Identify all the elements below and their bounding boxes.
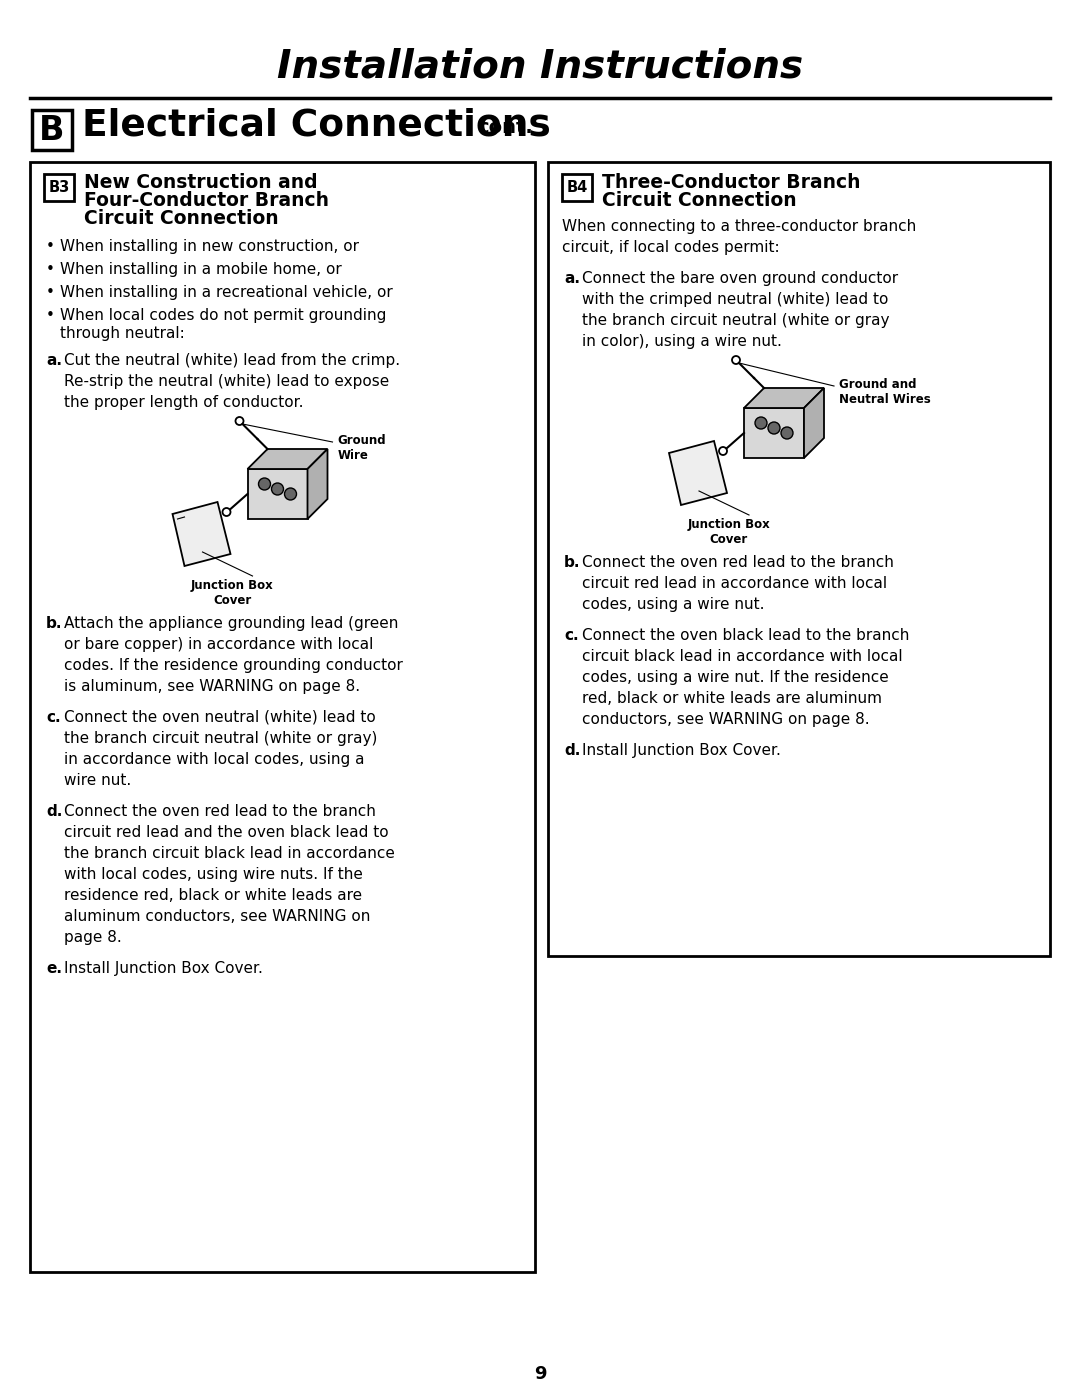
Polygon shape [744, 388, 824, 408]
Text: through neutral:: through neutral: [60, 326, 185, 341]
Text: the branch circuit neutral (white or gray): the branch circuit neutral (white or gra… [64, 731, 377, 746]
Text: Junction Box
Cover: Junction Box Cover [191, 578, 274, 608]
Text: or bare copper) in accordance with local: or bare copper) in accordance with local [64, 637, 374, 652]
Bar [548, 162, 1050, 956]
Text: Connect the bare oven ground conductor: Connect the bare oven ground conductor [582, 271, 899, 286]
Text: Ground
Wire: Ground Wire [337, 434, 387, 462]
Text: circuit red lead and the oven black lead to: circuit red lead and the oven black lead… [64, 826, 389, 840]
Text: B3: B3 [49, 180, 69, 196]
Text: 9: 9 [534, 1365, 546, 1383]
Text: codes, using a wire nut.: codes, using a wire nut. [582, 597, 765, 612]
Text: cont.: cont. [477, 117, 532, 137]
Polygon shape [308, 448, 327, 520]
Text: b.: b. [46, 616, 63, 631]
Text: a.: a. [564, 271, 580, 286]
Text: Three-Conductor Branch: Three-Conductor Branch [602, 173, 861, 191]
Text: page 8.: page 8. [64, 930, 122, 944]
Text: codes, using a wire nut. If the residence: codes, using a wire nut. If the residenc… [582, 671, 889, 685]
Text: codes. If the residence grounding conductor: codes. If the residence grounding conduc… [64, 658, 403, 673]
FancyBboxPatch shape [32, 110, 72, 149]
Text: a.: a. [46, 353, 62, 367]
Text: When installing in a recreational vehicle, or: When installing in a recreational vehicl… [60, 285, 393, 300]
Circle shape [258, 478, 270, 490]
Text: Connect the oven black lead to the branch: Connect the oven black lead to the branc… [582, 629, 909, 643]
Text: Four-Conductor Branch: Four-Conductor Branch [84, 191, 329, 210]
Text: •: • [46, 263, 55, 277]
Text: Connect the oven red lead to the branch: Connect the oven red lead to the branch [582, 555, 894, 570]
Polygon shape [247, 448, 327, 469]
Text: Connect the oven red lead to the branch: Connect the oven red lead to the branch [64, 805, 376, 819]
Text: When local codes do not permit grounding: When local codes do not permit grounding [60, 307, 387, 323]
Circle shape [755, 416, 767, 429]
Text: residence red, black or white leads are: residence red, black or white leads are [64, 888, 362, 902]
Text: the branch circuit neutral (white or gray: the branch circuit neutral (white or gra… [582, 313, 890, 328]
Text: circuit black lead in accordance with local: circuit black lead in accordance with lo… [582, 650, 903, 664]
Bar [30, 162, 535, 1273]
Text: the proper length of conductor.: the proper length of conductor. [64, 395, 303, 409]
Text: circuit red lead in accordance with local: circuit red lead in accordance with loca… [582, 576, 887, 591]
Text: Electrical Connections: Electrical Connections [82, 108, 551, 144]
Text: When installing in a mobile home, or: When installing in a mobile home, or [60, 263, 341, 277]
Text: c.: c. [46, 710, 60, 725]
Text: Circuit Connection: Circuit Connection [602, 191, 797, 210]
FancyBboxPatch shape [562, 175, 592, 201]
Text: When installing in new construction, or: When installing in new construction, or [60, 239, 359, 254]
Text: d.: d. [564, 743, 580, 759]
Text: circuit, if local codes permit:: circuit, if local codes permit: [562, 240, 780, 256]
Text: Cut the neutral (white) lead from the crimp.: Cut the neutral (white) lead from the cr… [64, 353, 400, 367]
Text: d.: d. [46, 805, 63, 819]
Text: •: • [46, 239, 55, 254]
Text: Connect the oven neutral (white) lead to: Connect the oven neutral (white) lead to [64, 710, 376, 725]
Text: conductors, see WARNING on page 8.: conductors, see WARNING on page 8. [582, 712, 869, 726]
Text: e.: e. [46, 961, 62, 977]
Circle shape [271, 483, 283, 495]
Text: red, black or white leads are aluminum: red, black or white leads are aluminum [582, 692, 882, 705]
Text: B4: B4 [566, 180, 588, 196]
Text: Installation Instructions: Installation Instructions [276, 47, 804, 87]
Text: B: B [39, 113, 65, 147]
Circle shape [284, 488, 297, 500]
Polygon shape [173, 502, 230, 566]
Text: b.: b. [564, 555, 581, 570]
Text: wire nut.: wire nut. [64, 773, 132, 788]
Circle shape [768, 422, 780, 434]
Polygon shape [669, 441, 727, 504]
Text: aluminum conductors, see WARNING on: aluminum conductors, see WARNING on [64, 909, 370, 923]
Text: with the crimped neutral (white) lead to: with the crimped neutral (white) lead to [582, 292, 889, 307]
Text: Re-strip the neutral (white) lead to expose: Re-strip the neutral (white) lead to exp… [64, 374, 389, 388]
Text: Circuit Connection: Circuit Connection [84, 210, 279, 228]
Text: is aluminum, see WARNING on page 8.: is aluminum, see WARNING on page 8. [64, 679, 360, 694]
Text: in color), using a wire nut.: in color), using a wire nut. [582, 334, 782, 349]
Text: the branch circuit black lead in accordance: the branch circuit black lead in accorda… [64, 847, 395, 861]
Text: Install Junction Box Cover.: Install Junction Box Cover. [64, 961, 262, 977]
Circle shape [781, 427, 793, 439]
Text: c.: c. [564, 629, 579, 643]
FancyBboxPatch shape [44, 175, 75, 201]
Text: New Construction and: New Construction and [84, 173, 318, 191]
Text: •: • [46, 307, 55, 323]
Polygon shape [744, 408, 804, 458]
Text: Ground and
Neutral Wires: Ground and Neutral Wires [839, 379, 931, 407]
Text: Junction Box
Cover: Junction Box Cover [688, 518, 770, 546]
Text: •: • [46, 285, 55, 300]
Polygon shape [804, 388, 824, 458]
Polygon shape [247, 469, 308, 520]
Text: Install Junction Box Cover.: Install Junction Box Cover. [582, 743, 781, 759]
Text: When connecting to a three-conductor branch: When connecting to a three-conductor bra… [562, 219, 916, 235]
Text: with local codes, using wire nuts. If the: with local codes, using wire nuts. If th… [64, 868, 363, 882]
Text: in accordance with local codes, using a: in accordance with local codes, using a [64, 752, 365, 767]
Text: Attach the appliance grounding lead (green: Attach the appliance grounding lead (gre… [64, 616, 399, 631]
